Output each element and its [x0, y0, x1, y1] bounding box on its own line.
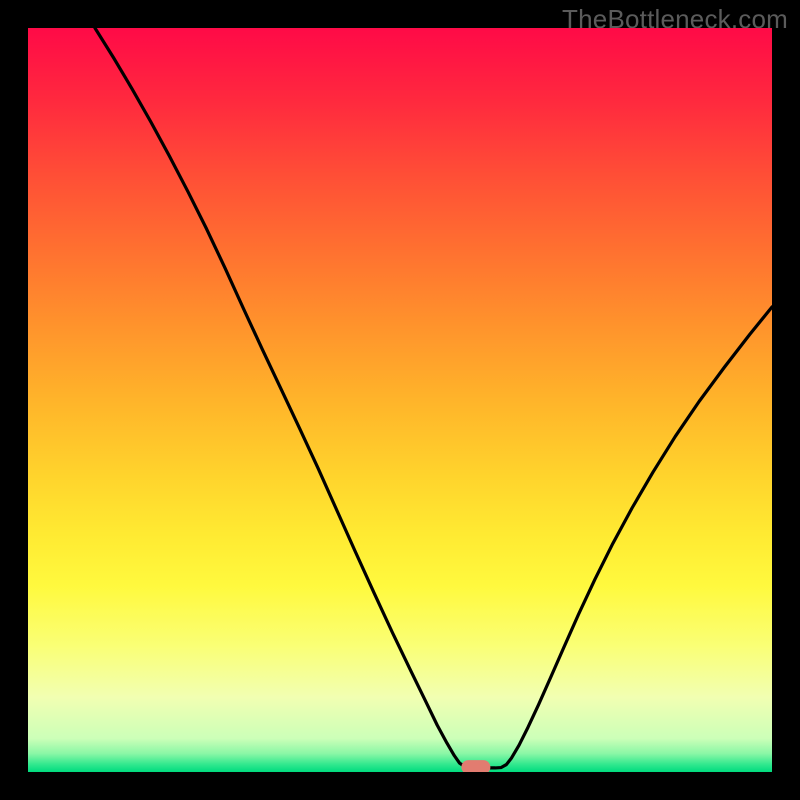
plot-area: [28, 28, 772, 772]
optimal-marker: [461, 760, 490, 772]
bottleneck-curve-chart: [28, 28, 772, 772]
gradient-background: [28, 28, 772, 772]
chart-frame: TheBottleneck.com: [0, 0, 800, 800]
